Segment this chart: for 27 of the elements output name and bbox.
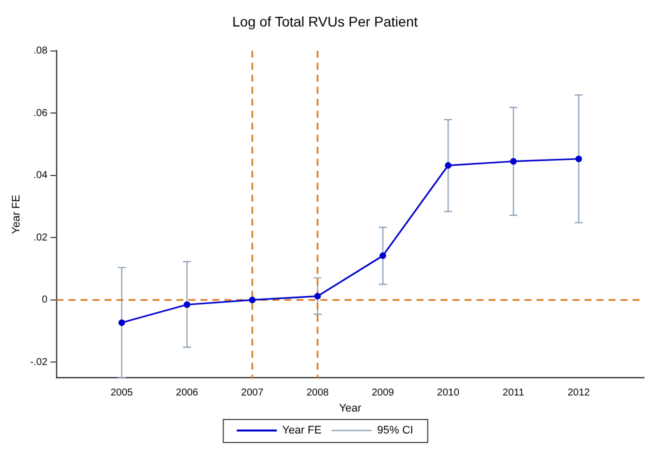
x-tick-label: 2005 <box>110 388 134 399</box>
point <box>184 301 190 308</box>
point <box>510 158 517 165</box>
x-tick-label: 2008 <box>306 388 330 399</box>
x-tick-label: 2010 <box>437 388 460 399</box>
point <box>118 319 126 326</box>
point <box>575 156 582 162</box>
x-axis-title: Year <box>339 402 362 414</box>
y-tick-label: .08 <box>34 46 48 57</box>
x-tick-label: 2009 <box>372 388 394 399</box>
point <box>380 252 386 260</box>
y-tick-label: -.02 <box>30 356 48 368</box>
legend-label: Year FE <box>282 424 322 437</box>
point <box>314 292 321 300</box>
x-tick-label: 2012 <box>568 388 590 399</box>
chart-title: Log of Total RVUs Per Patient <box>232 13 418 30</box>
x-tick-label: 2011 <box>502 388 525 399</box>
point <box>444 162 452 169</box>
y-tick-label: .02 <box>34 232 48 244</box>
x-tick-label: 2007 <box>241 388 264 399</box>
y-tick-label: 0 <box>42 294 48 306</box>
y-tick-label: .04 <box>34 170 48 182</box>
y-axis-title: Year FE <box>10 194 23 234</box>
y-tick-label: .06 <box>34 108 48 119</box>
text: 95% CI <box>377 424 414 437</box>
point <box>248 296 256 304</box>
x-tick-label: 2006 <box>176 388 199 399</box>
